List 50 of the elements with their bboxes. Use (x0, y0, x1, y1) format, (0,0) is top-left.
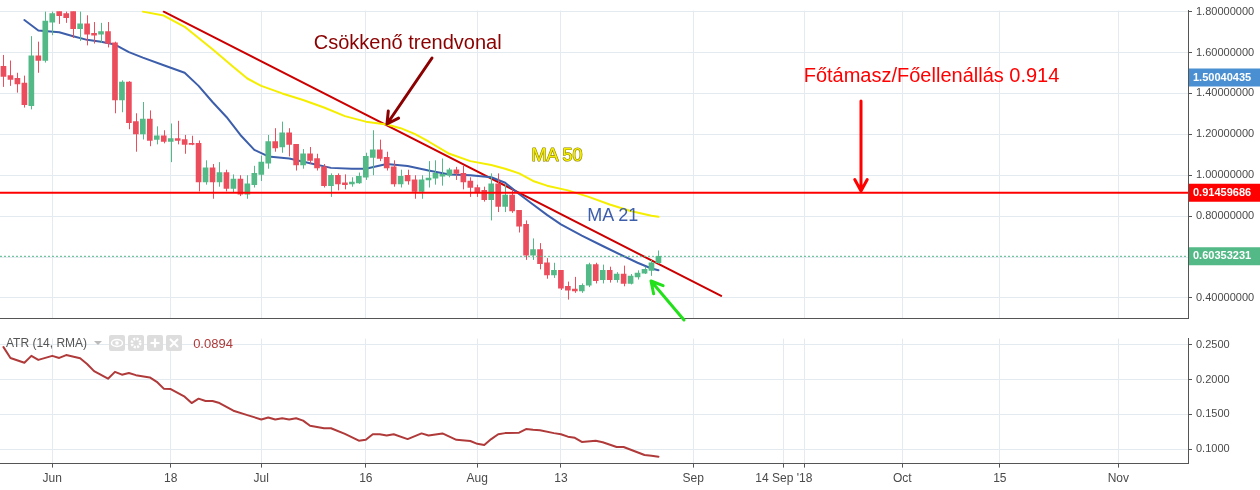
y-tick-label: 0.2000 (1196, 372, 1230, 385)
x-tick-label: 15 (993, 471, 1007, 486)
candlestick (599, 264, 606, 284)
text: 1.50040435 (1193, 70, 1252, 83)
y-tick-label: 0.1000 (1196, 442, 1230, 455)
candlestick (328, 172, 334, 198)
y-tick-label: 1.60000000 (1196, 45, 1255, 58)
candlestick (167, 122, 174, 163)
series-label: ATR (14, RMA) (6, 336, 88, 350)
candlestick (146, 109, 153, 147)
candlestick (98, 22, 104, 44)
candlestick (495, 172, 502, 213)
x-tick-label: Oct (892, 471, 913, 486)
x-tick-label: 18 (164, 471, 178, 486)
y-tick-label: 1.00000000 (1196, 168, 1255, 181)
x-tick-label: Jul (253, 471, 269, 486)
x-tick-label: Sep (682, 471, 705, 486)
series-label: MA 50 (531, 144, 583, 165)
x-tick-label: Jun (42, 471, 62, 486)
x-tick-label: Aug (466, 471, 488, 486)
y-tick-label: 0.40000000 (1196, 290, 1255, 303)
candlestick (279, 121, 286, 154)
candlestick (502, 184, 508, 213)
candlestick (300, 148, 306, 170)
candlestick (272, 127, 279, 153)
candlestick (140, 101, 146, 140)
y-tick-label: 0.2500 (1196, 337, 1230, 350)
y-tick-label: 0.80000000 (1196, 209, 1255, 222)
x-tick-label: 13 (554, 471, 568, 486)
y-tick-label: 1.20000000 (1196, 127, 1255, 140)
candlestick (77, 11, 83, 42)
x-tick-label: 14 Sep '18 (755, 471, 813, 486)
candlestick (7, 60, 14, 87)
ref-line-label: 0.91459686 (1193, 185, 1252, 198)
x-tick-label: Nov (1107, 471, 1129, 486)
y-tick-label: 1.80000000 (1196, 4, 1255, 17)
annotation: Főtámasz/Főellenállás 0.914 (803, 64, 1060, 87)
candlestick (35, 41, 42, 74)
ref-line-label: 0.60353231 (1193, 249, 1252, 262)
annotation: 0.0894 (193, 335, 233, 351)
candlestick (119, 79, 125, 113)
candlestick (223, 169, 230, 192)
candlestick (439, 157, 446, 187)
candlestick (592, 262, 599, 284)
series-label: MA 21 (587, 204, 639, 225)
annotation: Csökkenő trendvonal (313, 30, 502, 53)
x-tick-label: 16 (359, 471, 373, 486)
y-tick-label: 0.1500 (1196, 407, 1230, 420)
y-tick-label: 1.40000000 (1196, 86, 1255, 99)
candlestick (488, 172, 495, 221)
